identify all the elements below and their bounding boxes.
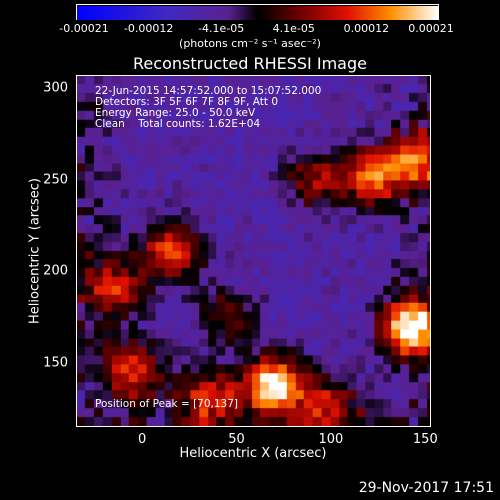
annotation-energy-range: Energy Range: 25.0 - 50.0 keV (95, 107, 256, 119)
footer-timestamp: 29-Nov-2017 17:51 (358, 480, 494, 496)
heatmap-image (77, 76, 430, 426)
colorbar-tick-label: -0.00012 (123, 22, 174, 35)
colorbar-tick-label: 0.00021 (408, 22, 454, 35)
x-axis-label: Heliocentric X (arcsec) (179, 446, 327, 461)
x-tick-label: 50 (228, 432, 245, 447)
y-tick-label: 150 (43, 355, 68, 371)
colorbar-tick-label: -4.1e-05 (198, 22, 245, 35)
colorbar-gradient (77, 6, 438, 20)
x-tick-label: 100 (318, 432, 344, 447)
y-tick-label: 250 (43, 172, 68, 187)
annotation-detectors: Detectors: 3F 5F 6F 7F 8F 9F, Att 0 (95, 96, 279, 108)
x-tick-label: 150 (412, 432, 438, 447)
plot-area: 22-Jun-2015 14:57:52.000 to 15:07:52.000… (76, 75, 431, 427)
colorbar-unit-label: (photons cm⁻² s⁻¹ asec⁻²) (179, 37, 321, 50)
y-tick-label: 300 (43, 80, 68, 96)
colorbar-tick-label: 4.1e-05 (272, 22, 315, 35)
colorbar-tick-label: -0.00021 (59, 22, 109, 35)
colorbar-tick-label: 0.00012 (343, 22, 390, 35)
annotation-time-range: 22-Jun-2015 14:57:52.000 to 15:07:52.000 (95, 85, 322, 97)
annotation-algorithm: Clean Total counts: 1.62E+04 (95, 118, 261, 130)
colorbar-ticks: -0.00021 -0.00012 -4.1e-05 4.1e-05 0.00012 0.… (0, 22, 500, 36)
annotation-peak-position: Position of Peak = [70,137] (95, 398, 239, 410)
colorbar (76, 4, 439, 20)
chart-title: Reconstructed RHESSI Image (133, 54, 367, 73)
y-tick-label: 200 (43, 263, 68, 279)
y-axis-label: Heliocentric Y (arcsec) (27, 178, 43, 324)
x-tick-label: 0 (137, 432, 147, 447)
